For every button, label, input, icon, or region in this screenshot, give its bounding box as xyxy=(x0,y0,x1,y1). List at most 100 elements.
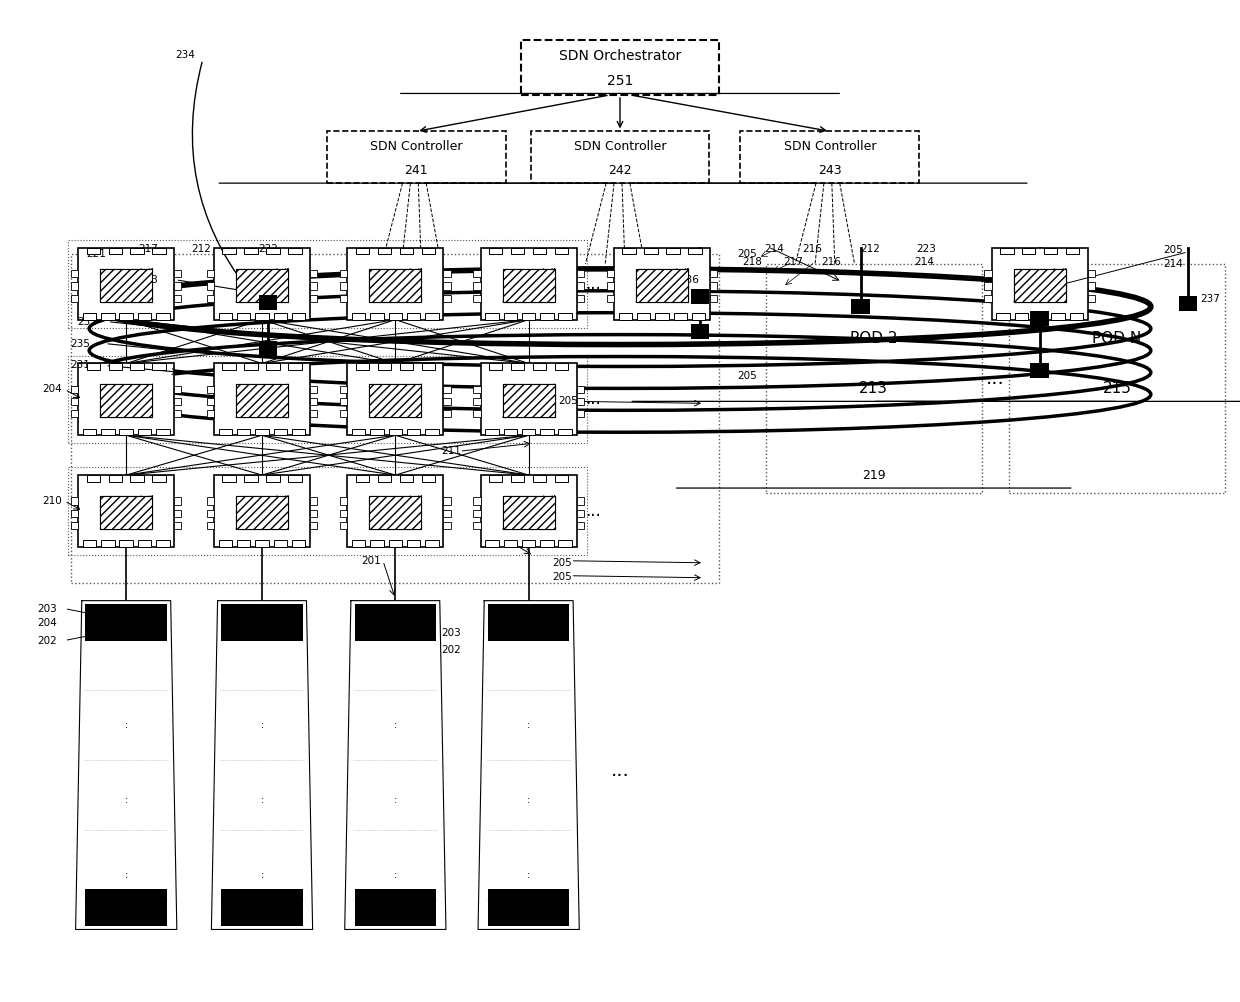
Bar xyxy=(577,410,584,417)
Bar xyxy=(288,475,301,482)
Bar xyxy=(71,398,78,405)
Bar xyxy=(207,386,213,393)
Bar xyxy=(1022,247,1035,255)
Bar xyxy=(221,889,303,927)
Bar xyxy=(347,475,444,547)
Bar xyxy=(765,264,982,493)
Bar xyxy=(425,540,439,547)
Bar xyxy=(577,295,584,302)
Bar xyxy=(102,429,114,435)
Bar xyxy=(533,364,547,370)
Bar xyxy=(541,540,554,547)
Bar xyxy=(175,398,181,405)
Bar xyxy=(237,429,250,435)
Bar xyxy=(474,497,481,505)
Bar xyxy=(255,540,269,547)
Text: ...: ... xyxy=(610,761,630,780)
Bar xyxy=(218,429,232,435)
Bar xyxy=(558,314,572,320)
Bar xyxy=(291,540,305,547)
Bar xyxy=(207,522,213,529)
Bar xyxy=(340,497,347,505)
Bar xyxy=(666,247,680,255)
Bar xyxy=(481,364,577,435)
Bar xyxy=(502,496,554,529)
Text: SDN Controller: SDN Controller xyxy=(370,139,463,152)
Text: 202: 202 xyxy=(37,635,57,645)
Text: 201: 201 xyxy=(361,556,381,566)
Bar xyxy=(175,410,181,417)
Bar xyxy=(156,540,170,547)
Bar xyxy=(100,385,153,417)
Bar xyxy=(474,295,481,302)
Bar xyxy=(310,410,317,417)
Bar xyxy=(558,429,572,435)
Bar xyxy=(711,271,717,278)
Bar xyxy=(489,364,502,370)
Text: 216: 216 xyxy=(821,257,841,267)
Bar xyxy=(485,540,498,547)
Bar xyxy=(531,131,709,183)
Text: 232: 232 xyxy=(77,317,97,327)
Bar xyxy=(522,540,536,547)
Bar xyxy=(310,283,317,290)
Bar xyxy=(636,269,688,302)
Text: ...: ... xyxy=(585,391,600,409)
Bar xyxy=(541,429,554,435)
Bar xyxy=(102,314,114,320)
Bar xyxy=(100,385,153,417)
Bar xyxy=(310,497,317,505)
Text: 223: 223 xyxy=(916,243,936,254)
Bar xyxy=(371,429,383,435)
Bar xyxy=(244,364,258,370)
Bar xyxy=(86,603,167,641)
Bar xyxy=(554,247,568,255)
Bar xyxy=(244,247,258,255)
Bar xyxy=(1014,269,1065,302)
Bar xyxy=(1014,314,1028,320)
Bar xyxy=(352,429,366,435)
Bar xyxy=(340,522,347,529)
Bar xyxy=(711,283,717,290)
Bar xyxy=(614,247,711,320)
Bar xyxy=(481,247,577,320)
Bar xyxy=(207,271,213,278)
Bar xyxy=(606,271,614,278)
Bar xyxy=(688,247,702,255)
Bar xyxy=(310,510,317,517)
Bar xyxy=(310,398,317,405)
Bar xyxy=(288,247,301,255)
Text: 213: 213 xyxy=(859,381,888,396)
Bar xyxy=(71,271,78,278)
Bar xyxy=(692,314,706,320)
Bar xyxy=(487,889,569,927)
Bar xyxy=(474,271,481,278)
Bar xyxy=(267,364,280,370)
Text: :: : xyxy=(394,795,397,805)
Bar xyxy=(985,271,992,278)
Bar xyxy=(100,269,153,302)
Bar xyxy=(352,314,366,320)
Bar xyxy=(533,475,547,482)
Bar xyxy=(355,603,436,641)
Bar xyxy=(1070,314,1083,320)
Bar xyxy=(207,398,213,405)
Bar xyxy=(691,290,709,305)
Bar xyxy=(388,540,402,547)
Text: :: : xyxy=(124,795,128,805)
Text: ...: ... xyxy=(585,502,600,520)
Bar xyxy=(207,497,213,505)
Bar xyxy=(511,247,525,255)
Bar xyxy=(474,386,481,393)
Bar xyxy=(340,410,347,417)
Bar xyxy=(310,295,317,302)
Bar xyxy=(259,341,278,356)
Bar xyxy=(138,540,151,547)
Bar xyxy=(577,510,584,517)
Bar xyxy=(274,314,286,320)
Bar xyxy=(83,314,97,320)
Bar xyxy=(502,269,554,302)
Bar xyxy=(236,385,288,417)
Bar xyxy=(511,475,525,482)
Bar xyxy=(1087,295,1095,302)
